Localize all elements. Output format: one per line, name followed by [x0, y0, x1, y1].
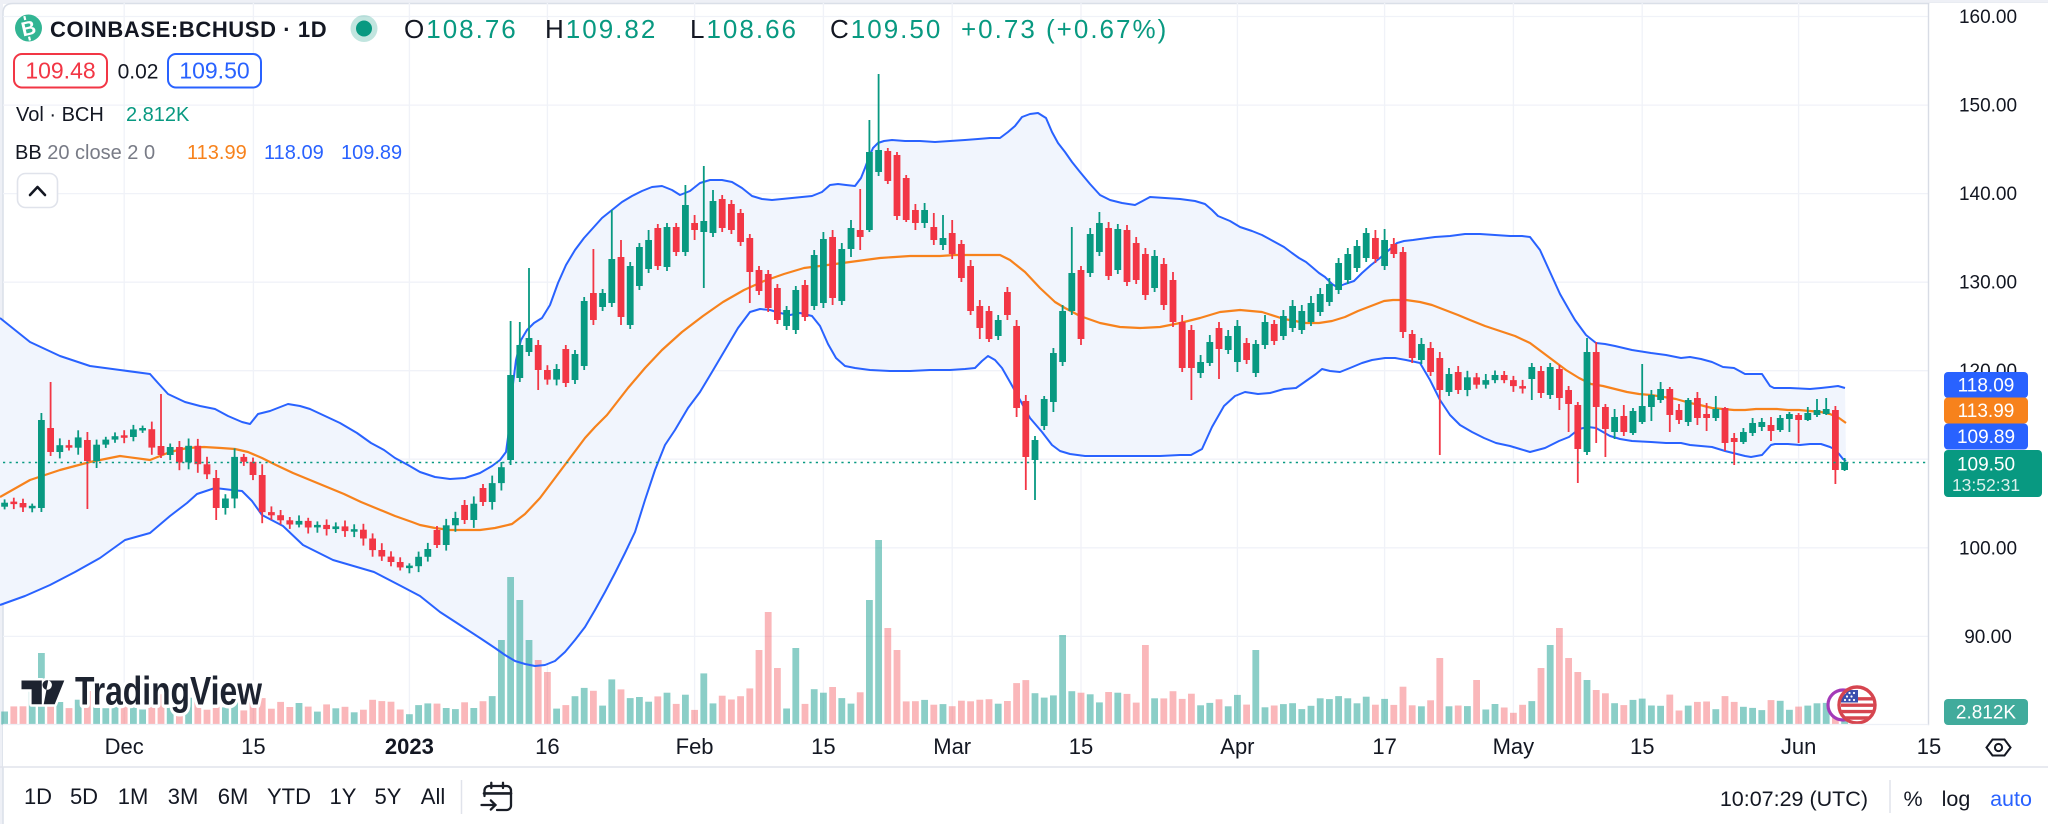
- svg-text:Apr: Apr: [1220, 734, 1254, 759]
- svg-text:150.00: 150.00: [1959, 96, 2017, 117]
- svg-text:17: 17: [1372, 734, 1396, 759]
- svg-text:TradingView: TradingView: [75, 670, 263, 714]
- svg-text:All: All: [421, 784, 445, 809]
- svg-text:auto: auto: [1990, 787, 2032, 811]
- svg-text:YTD: YTD: [267, 784, 311, 809]
- svg-text:160.00: 160.00: [1959, 7, 2017, 28]
- svg-text:118.09: 118.09: [1958, 376, 2015, 397]
- svg-text:1M: 1M: [118, 784, 149, 809]
- svg-text:5D: 5D: [70, 784, 98, 809]
- svg-text:Vol · BCH: Vol · BCH: [16, 104, 104, 126]
- svg-text:2023: 2023: [385, 734, 434, 759]
- svg-text:Jun: Jun: [1781, 734, 1816, 759]
- svg-text:118.09: 118.09: [264, 142, 324, 164]
- svg-text:109.50: 109.50: [1957, 455, 2015, 476]
- svg-text:Feb: Feb: [676, 734, 714, 759]
- svg-text:109.48: 109.48: [25, 58, 95, 84]
- svg-text:5Y: 5Y: [375, 784, 402, 809]
- svg-text:15: 15: [1630, 734, 1654, 759]
- svg-text:100.00: 100.00: [1959, 538, 2017, 559]
- svg-text:10:07:29 (UTC): 10:07:29 (UTC): [1720, 787, 1868, 811]
- svg-text:109.50: 109.50: [179, 58, 249, 84]
- svg-text:+0.73 (+0.67%): +0.73 (+0.67%): [961, 14, 1168, 44]
- svg-text:Dec: Dec: [105, 734, 144, 759]
- svg-text:90.00: 90.00: [1964, 627, 2012, 648]
- svg-text:13:52:31: 13:52:31: [1952, 475, 2020, 495]
- svg-text:15: 15: [241, 734, 265, 759]
- svg-text:6M: 6M: [218, 784, 249, 809]
- svg-text:C109.50: C109.50: [830, 14, 942, 44]
- svg-text:0.02: 0.02: [118, 61, 159, 84]
- svg-text:%: %: [1903, 787, 1922, 811]
- svg-text:log: log: [1942, 787, 1971, 811]
- svg-text:B: B: [19, 17, 38, 42]
- svg-text:COINBASE:BCHUSD · 1D: COINBASE:BCHUSD · 1D: [50, 17, 327, 42]
- svg-text:L108.66: L108.66: [690, 14, 798, 44]
- svg-text:May: May: [1493, 734, 1535, 759]
- svg-text:Mar: Mar: [933, 734, 971, 759]
- svg-text:140.00: 140.00: [1959, 184, 2017, 205]
- svg-text:109.89: 109.89: [1957, 427, 2015, 448]
- svg-text:1Y: 1Y: [330, 784, 357, 809]
- svg-text:16: 16: [535, 734, 559, 759]
- svg-text:2.812K: 2.812K: [1956, 703, 2017, 724]
- svg-text:H109.82: H109.82: [545, 14, 657, 44]
- svg-text:2.812K: 2.812K: [126, 104, 190, 126]
- svg-text:113.99: 113.99: [1958, 401, 2015, 422]
- svg-text:3M: 3M: [168, 784, 199, 809]
- svg-text:109.89: 109.89: [341, 142, 402, 164]
- svg-text:O108.76: O108.76: [404, 14, 518, 44]
- svg-text:15: 15: [811, 734, 835, 759]
- svg-text:1D: 1D: [24, 784, 52, 809]
- svg-text:15: 15: [1069, 734, 1093, 759]
- svg-text:113.99: 113.99: [187, 142, 247, 164]
- svg-text:130.00: 130.00: [1959, 273, 2017, 294]
- svg-text:15: 15: [1917, 734, 1941, 759]
- svg-text:BB 20 close 2 0: BB 20 close 2 0: [15, 142, 155, 164]
